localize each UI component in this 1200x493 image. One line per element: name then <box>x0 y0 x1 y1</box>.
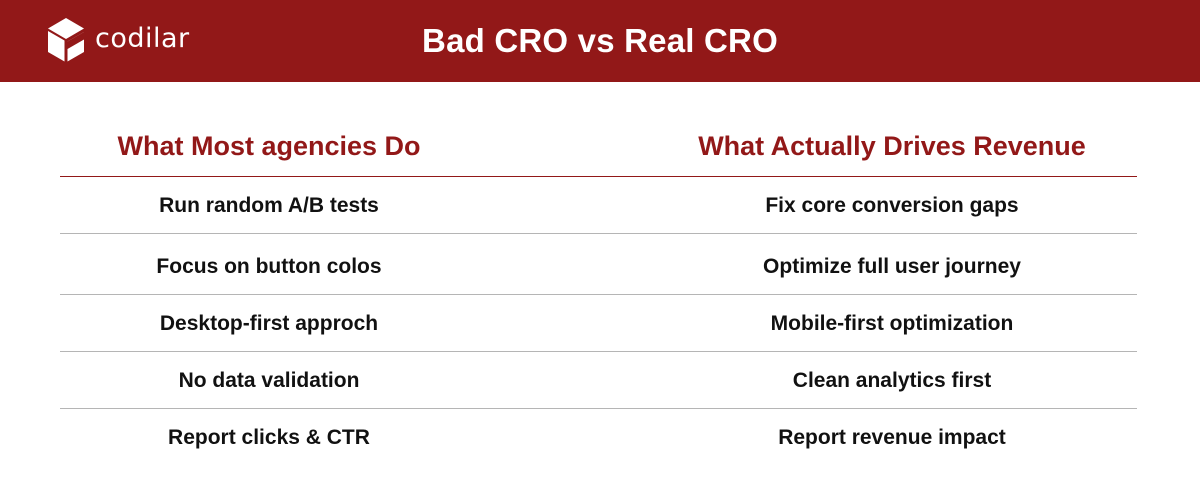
table-row: Run random A/B tests Fix core conversion… <box>60 177 1137 234</box>
bad-practice-cell: Run random A/B tests <box>159 194 379 217</box>
bad-practice-cell: Report clicks & CTR <box>168 426 370 449</box>
bad-practice-cell: No data validation <box>178 369 360 392</box>
heading-divider <box>60 176 1137 177</box>
bad-practice-cell: Focus on button colos <box>156 255 382 278</box>
row-divider <box>60 294 1137 295</box>
table-row: Focus on button colos Optimize full user… <box>60 238 1137 295</box>
left-column-heading: What Most agencies Do <box>117 131 421 161</box>
real-practice-cell: Clean analytics first <box>792 369 992 392</box>
brand-name: codilar <box>95 22 190 54</box>
page-title: Bad CRO vs Real CRO <box>422 22 778 59</box>
table-row: Desktop-first approch Mobile-first optim… <box>60 295 1137 352</box>
real-practice-cell: Report revenue impact <box>778 426 1006 449</box>
right-column-heading: What Actually Drives Revenue <box>698 131 1086 161</box>
brand-logo: codilar <box>46 17 190 63</box>
codilar-cube-logo-icon <box>48 18 84 62</box>
real-practice-cell: Mobile-first optimization <box>770 312 1014 335</box>
real-practice-cell: Optimize full user journey <box>763 255 1021 278</box>
table-row: No data validation Clean analytics first <box>60 352 1137 409</box>
table-row: Report clicks & CTR Report revenue impac… <box>60 409 1137 466</box>
bad-practice-cell: Desktop-first approch <box>159 312 379 335</box>
row-divider <box>60 408 1137 409</box>
row-divider <box>60 233 1137 234</box>
real-practice-cell: Fix core conversion gaps <box>765 194 1019 217</box>
header-bar: codilar Bad CRO vs Real CRO <box>0 0 1200 82</box>
row-divider <box>60 351 1137 352</box>
